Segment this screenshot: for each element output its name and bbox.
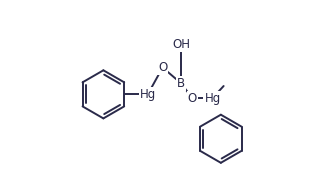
Text: O: O xyxy=(188,92,197,105)
Text: Hg: Hg xyxy=(140,88,156,101)
Text: B: B xyxy=(177,77,185,90)
Text: OH: OH xyxy=(172,38,190,51)
Text: Hg: Hg xyxy=(204,92,221,105)
Text: O: O xyxy=(158,61,167,74)
